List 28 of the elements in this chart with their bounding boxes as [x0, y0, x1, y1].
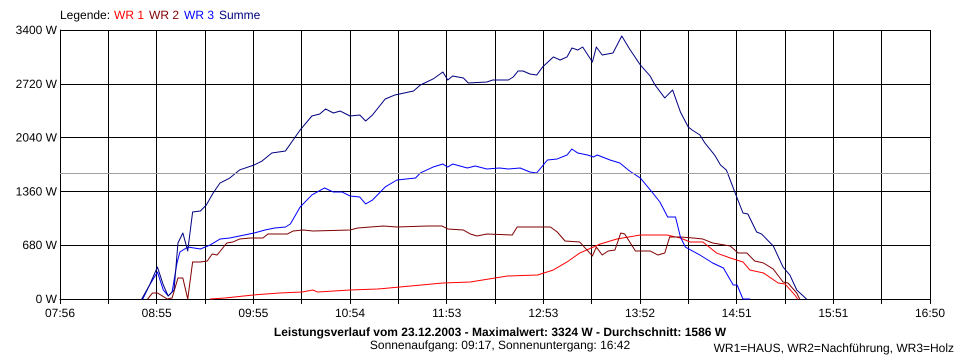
- y-tick-label: 2040 W: [16, 130, 58, 145]
- text: Sonnenaufgang: 09:17, Sonnenuntergang: 16:42: [370, 338, 630, 352]
- line-series: [210, 234, 798, 300]
- line-series: [147, 225, 800, 300]
- y-tick-label: 0 W: [36, 292, 58, 306]
- legend-title: Legende:: [60, 8, 110, 22]
- text: WR 1: [114, 8, 144, 22]
- text: WR1=HAUS, WR2=Nachführung, WR3=Holz: [714, 341, 954, 355]
- text: WR 2: [149, 8, 180, 22]
- x-tick-label: 08:55: [142, 306, 172, 320]
- y-tick-label: 3400 W: [16, 23, 58, 37]
- x-tick-label: 09:55: [238, 306, 269, 320]
- line-series: [142, 148, 750, 300]
- text: WR 3: [184, 8, 214, 22]
- x-tick-label: 12:53: [528, 306, 559, 320]
- line-series: [141, 36, 808, 300]
- x-tick-label: 14:51: [722, 306, 752, 320]
- y-tick-label: 2720 W: [16, 76, 58, 91]
- x-tick-label: 11:53: [432, 306, 462, 320]
- x-tick-label: 07:56: [44, 306, 76, 320]
- x-tick-label: 16:50: [914, 306, 946, 320]
- x-tick-label: 13:52: [624, 306, 656, 320]
- x-tick-label: 10:54: [334, 306, 366, 320]
- text: Summe: [219, 8, 261, 22]
- text: Leistungsverlauf vom 23.12.2003 - Maximalwert: 3324 W - Durchschnitt: 1586 W: [274, 325, 727, 339]
- y-tick-label: 680 W: [22, 238, 58, 252]
- x-tick-label: 15:51: [818, 306, 849, 320]
- y-tick-label: 1360 W: [16, 184, 58, 198]
